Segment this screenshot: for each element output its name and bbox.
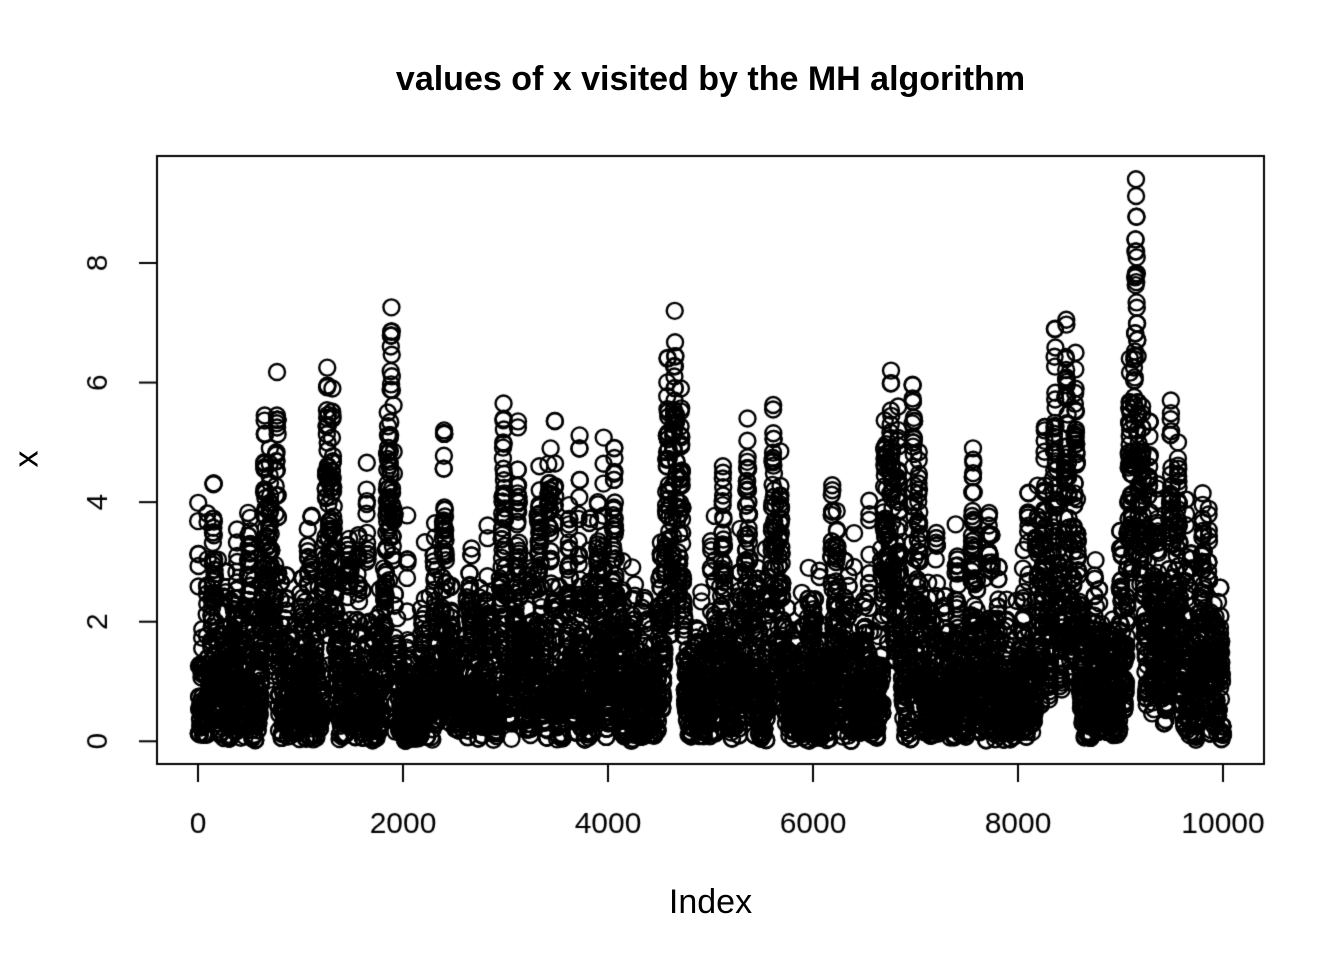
y-axis-label: x [7, 450, 46, 468]
chart-title: values of x visited by the MH algorithm [395, 60, 1026, 98]
x-axis-label: Index [668, 883, 753, 921]
